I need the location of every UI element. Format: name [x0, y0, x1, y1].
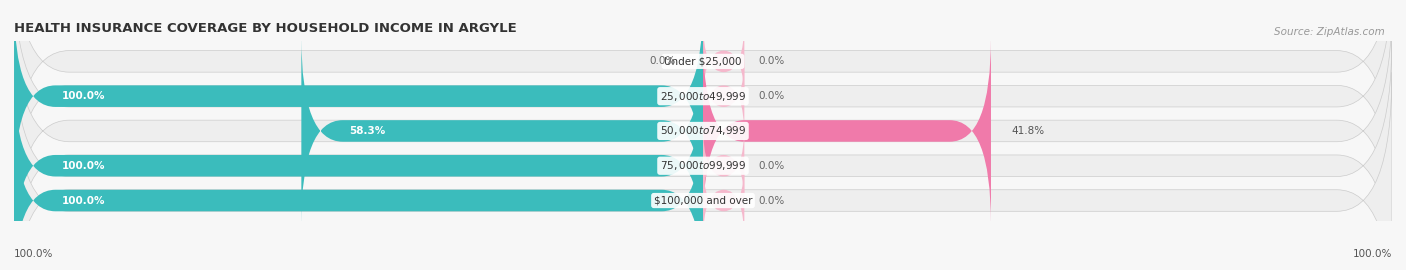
- Text: Under $25,000: Under $25,000: [664, 56, 742, 66]
- Text: $100,000 and over: $100,000 and over: [654, 195, 752, 205]
- Text: 0.0%: 0.0%: [758, 56, 785, 66]
- FancyBboxPatch shape: [703, 55, 744, 137]
- FancyBboxPatch shape: [14, 0, 1392, 190]
- Text: 0.0%: 0.0%: [758, 195, 785, 205]
- FancyBboxPatch shape: [703, 124, 744, 207]
- FancyBboxPatch shape: [703, 37, 991, 225]
- Text: 0.0%: 0.0%: [758, 91, 785, 101]
- Text: Source: ZipAtlas.com: Source: ZipAtlas.com: [1274, 27, 1385, 37]
- FancyBboxPatch shape: [14, 37, 1392, 270]
- Text: 0.0%: 0.0%: [758, 161, 785, 171]
- Text: 41.8%: 41.8%: [1012, 126, 1045, 136]
- Text: $75,000 to $99,999: $75,000 to $99,999: [659, 159, 747, 172]
- Text: 0.0%: 0.0%: [650, 56, 675, 66]
- Text: 100.0%: 100.0%: [62, 91, 105, 101]
- Text: $50,000 to $74,999: $50,000 to $74,999: [659, 124, 747, 137]
- Text: 100.0%: 100.0%: [1353, 249, 1392, 259]
- Text: 58.3%: 58.3%: [350, 126, 385, 136]
- Text: $25,000 to $49,999: $25,000 to $49,999: [659, 90, 747, 103]
- FancyBboxPatch shape: [14, 107, 703, 270]
- FancyBboxPatch shape: [703, 20, 744, 103]
- FancyBboxPatch shape: [14, 3, 703, 190]
- FancyBboxPatch shape: [14, 72, 703, 259]
- Text: 100.0%: 100.0%: [62, 161, 105, 171]
- Text: 100.0%: 100.0%: [14, 249, 53, 259]
- FancyBboxPatch shape: [703, 159, 744, 242]
- FancyBboxPatch shape: [301, 37, 703, 225]
- Text: 100.0%: 100.0%: [62, 195, 105, 205]
- FancyBboxPatch shape: [14, 72, 1392, 270]
- Text: HEALTH INSURANCE COVERAGE BY HOUSEHOLD INCOME IN ARGYLE: HEALTH INSURANCE COVERAGE BY HOUSEHOLD I…: [14, 22, 517, 35]
- FancyBboxPatch shape: [14, 3, 1392, 259]
- FancyBboxPatch shape: [14, 0, 1392, 225]
